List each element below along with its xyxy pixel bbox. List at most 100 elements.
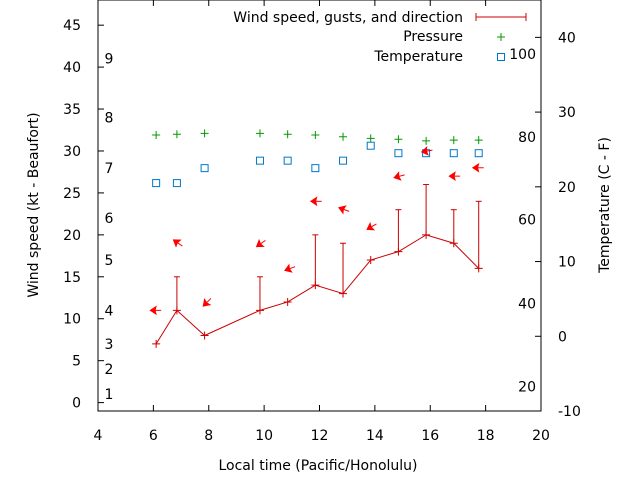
y-tick-label: 40 [63, 60, 81, 76]
wind-direction-arrow [420, 146, 433, 156]
beaufort-label: 3 [105, 337, 114, 353]
y-tick-label: 15 [63, 270, 81, 286]
fahrenheit-label: 60 [518, 213, 536, 229]
wind-point [255, 306, 264, 315]
wind-point [339, 289, 348, 298]
y2-tick-label: 0 [558, 329, 567, 345]
y-tick-label: 20 [63, 228, 81, 244]
y-tick-label: 10 [63, 312, 81, 328]
y2-tick-label: 30 [558, 105, 576, 121]
arrow-head [338, 205, 347, 215]
arrow-head [366, 221, 376, 231]
temperature-point [172, 179, 181, 188]
wind-point [422, 230, 431, 239]
arrow-head [202, 298, 212, 307]
pressure-point [339, 132, 348, 141]
temperature-point [339, 156, 348, 165]
pressure-point [255, 129, 264, 138]
wind-speed-line [155, 234, 480, 345]
legend-sample-pressure [497, 33, 505, 41]
wind-point [283, 297, 292, 306]
y-tick-label: 45 [63, 18, 81, 34]
beaufort-label: 4 [105, 303, 114, 319]
y-tick-label: 25 [63, 186, 81, 202]
x-tick-label: 20 [532, 428, 550, 444]
fahrenheit-label: 20 [518, 379, 536, 395]
legend: Wind speed, gusts, and direction Pressur… [233, 10, 527, 65]
arrow-head [448, 171, 456, 182]
arrow-head [471, 162, 480, 173]
x-tick-label: 14 [366, 428, 384, 444]
x-tick-label: 12 [311, 428, 329, 444]
fahrenheit-label: 40 [518, 296, 536, 312]
wind-point [172, 306, 181, 315]
legend-label-temperature: Temperature [373, 49, 463, 65]
x-tick-label: 4 [94, 428, 103, 444]
y-tick-label: 0 [72, 396, 81, 412]
axes-layer: 4 6 8 10 12 14 16 18 20051015202530354045-100102… [63, 0, 581, 444]
wind-direction-arrow [172, 239, 183, 248]
pressure-point [283, 130, 292, 139]
temperature-point [255, 156, 264, 165]
wind-point [152, 339, 161, 348]
x-tick-label: 18 [477, 428, 495, 444]
temperature-point [474, 149, 483, 158]
beaufort-label: 8 [105, 110, 114, 126]
legend-label-wind: Wind speed, gusts, and direction [233, 10, 463, 26]
temperature-point [200, 164, 209, 173]
pressure-point [449, 136, 458, 145]
arrow-head [284, 263, 293, 273]
wind-direction-arrow [471, 162, 484, 173]
temperature-point [394, 149, 403, 158]
wind-point [366, 256, 375, 265]
y-tick-label: 5 [72, 354, 81, 370]
wind-point [311, 281, 320, 290]
arrow-head [393, 171, 402, 181]
y2-axis-title: Temperature (C - F) [597, 137, 613, 274]
wind-point [200, 331, 209, 340]
y2-tick-label: -10 [558, 404, 581, 420]
beaufort-label: 9 [105, 52, 114, 68]
x-axis-title: Local time (Pacific/Honolulu) [218, 458, 417, 474]
y-tick-label: 30 [63, 144, 81, 160]
x-tick-label: 16 [421, 428, 439, 444]
wind-direction-arrow [284, 263, 296, 273]
y-tick-label: 35 [63, 102, 81, 118]
series-layer [149, 129, 484, 348]
wind-direction-arrow [310, 196, 322, 207]
beaufort-label: 2 [105, 362, 114, 378]
wind-direction-arrow [149, 305, 162, 316]
temperature-point [311, 164, 320, 173]
x-tick-label: 8 [204, 428, 213, 444]
fahrenheit-label: 100 [509, 47, 536, 63]
temperature-point [283, 156, 292, 165]
temperature-point [152, 179, 161, 188]
pressure-point [311, 131, 320, 140]
beaufort-label: 6 [105, 211, 114, 227]
wind-direction-arrow [338, 205, 350, 215]
pressure-point [394, 135, 403, 144]
wind-direction-arrow [393, 171, 405, 181]
y2-tick-label: 10 [558, 255, 576, 271]
pressure-point [200, 129, 209, 138]
beaufort-label: 7 [105, 161, 114, 177]
beaufort-label: 5 [105, 253, 114, 269]
wind-direction-arrow [202, 298, 212, 307]
pressure-point [172, 130, 181, 139]
legend-label-pressure: Pressure [403, 29, 463, 45]
plot-frame [97, 0, 542, 412]
y2-tick-label: 40 [558, 30, 576, 46]
legend-sample-temperature [497, 53, 505, 61]
wind-point [449, 239, 458, 248]
x-tick-label: 10 [255, 428, 273, 444]
pressure-point [474, 136, 483, 145]
wind-direction-arrow [366, 221, 377, 231]
arrow-head [172, 239, 182, 248]
arrow-head [310, 196, 318, 207]
arrow-head [149, 305, 157, 316]
pressure-point [152, 131, 161, 140]
fahrenheit-label: 80 [518, 130, 536, 146]
x-tick-label: 6 [149, 428, 158, 444]
